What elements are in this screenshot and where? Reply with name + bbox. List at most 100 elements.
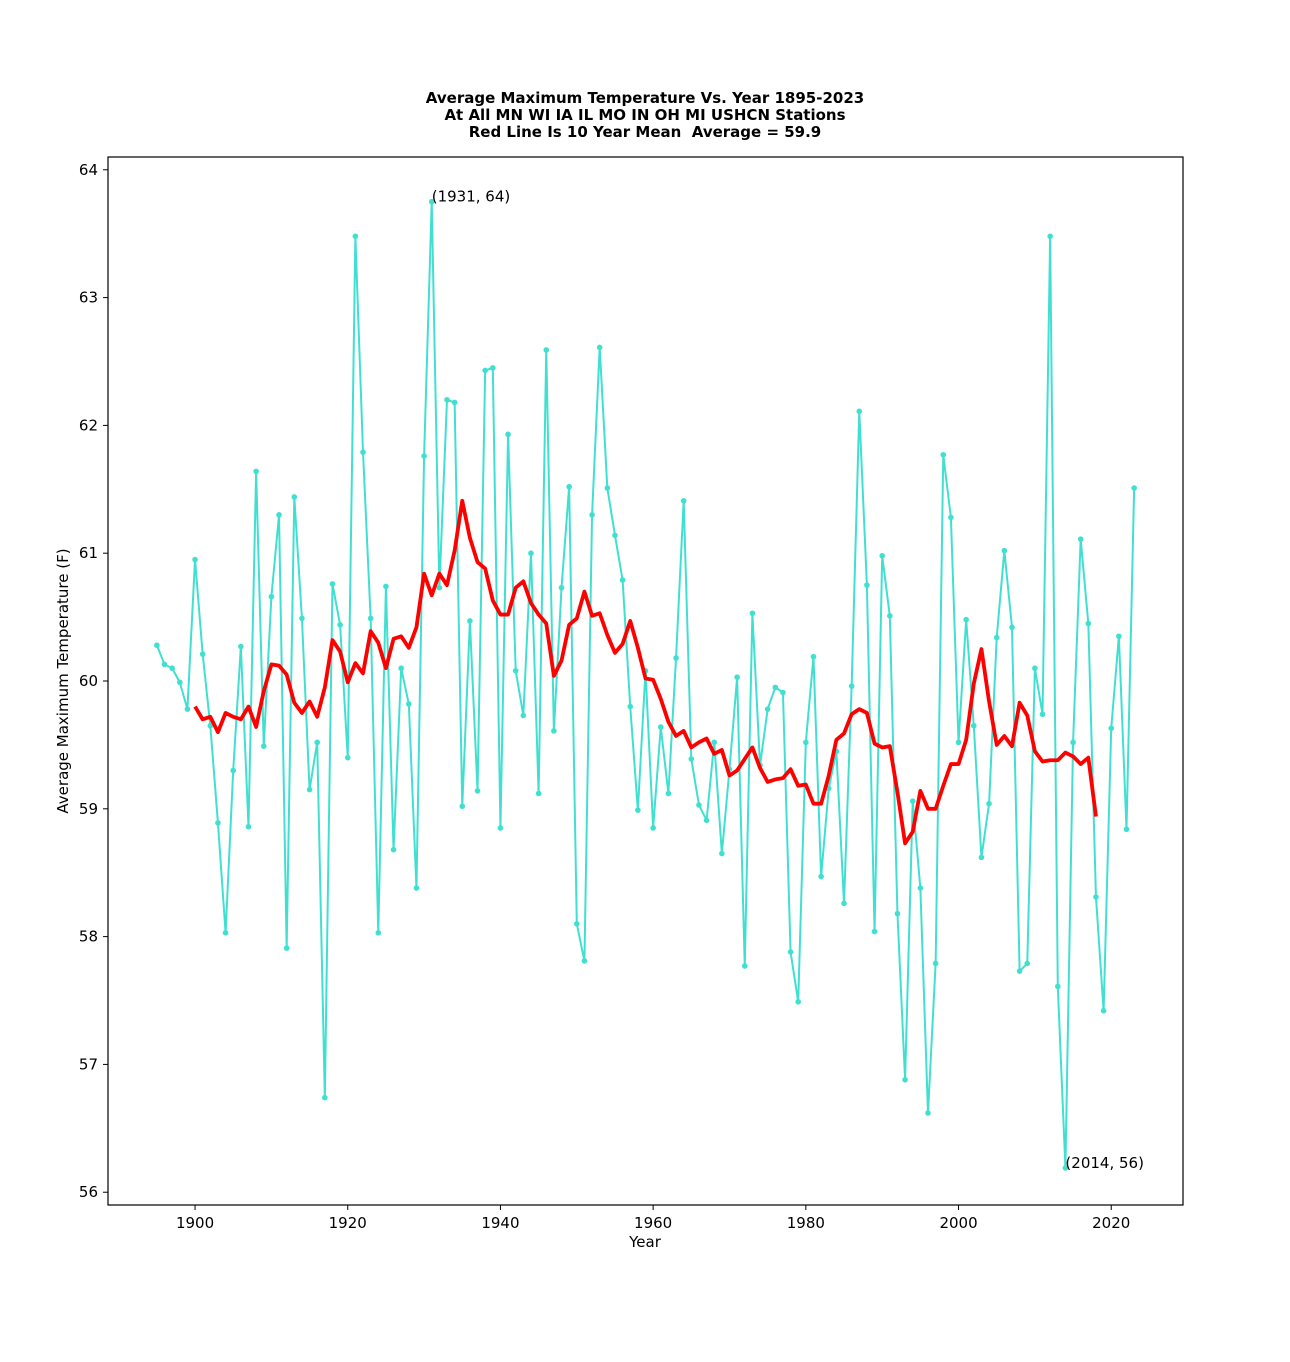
annual-point [1100, 1007, 1107, 1014]
y-tick-label: 59 [79, 800, 98, 818]
annotations: (1931, 64) (2014, 56) [432, 188, 1144, 1172]
annual-point [428, 198, 435, 205]
annual-point [459, 803, 466, 810]
annual-point [902, 1076, 908, 1083]
annual-point [932, 960, 939, 967]
annual-point [772, 684, 779, 691]
annual-point [665, 790, 672, 797]
x-tick-label: 1960 [634, 1214, 672, 1232]
annual-point [1131, 485, 1137, 491]
annual-point [1085, 620, 1092, 627]
annual-point [566, 483, 572, 490]
annual-point [238, 643, 244, 650]
annual-point [612, 532, 618, 539]
annual-point [573, 921, 580, 927]
annual-point [703, 817, 710, 824]
annual-point [673, 655, 679, 661]
annual-point [169, 665, 175, 672]
annual-point [795, 998, 801, 1005]
annual-point [940, 451, 947, 458]
mean-series [193, 498, 1098, 846]
annual-point [635, 807, 641, 813]
annual-point [512, 667, 519, 674]
annual-point [268, 593, 275, 600]
annual-point [306, 786, 313, 793]
annual-point [1054, 983, 1061, 990]
annual-point [955, 739, 962, 746]
x-tick-label: 1900 [176, 1214, 214, 1232]
chart-title: Average Maximum Temperature Vs. Year 189… [0, 90, 1290, 141]
annual-point [161, 661, 168, 668]
annual-point [787, 949, 794, 955]
annual-point [436, 584, 443, 591]
annual-point [154, 642, 160, 649]
annual-point [245, 823, 252, 830]
x-tick-label: 2000 [939, 1214, 977, 1232]
annual-series [154, 198, 1137, 1171]
x-tick-label: 2020 [1092, 1214, 1130, 1232]
title-line-2: At All MN WI IA IL MO IN OH MI USHCN Sta… [444, 106, 846, 124]
annual-point [520, 712, 527, 719]
annual-point [627, 703, 634, 710]
annual-point [1032, 665, 1038, 672]
annual-point [528, 550, 534, 556]
annual-point [856, 408, 863, 415]
annual-point [444, 397, 450, 403]
annual-point [1024, 960, 1031, 967]
annual-point [894, 910, 901, 917]
annual-point [535, 790, 542, 797]
annual-point [314, 739, 320, 746]
annual-point [619, 577, 626, 583]
annual-point [589, 512, 595, 518]
annual-point [864, 582, 870, 588]
annual-point [711, 739, 718, 746]
annual-point [581, 958, 588, 964]
annual-point [879, 552, 885, 559]
annual-point [260, 743, 267, 749]
annual-point [451, 399, 458, 406]
annual-point [1047, 233, 1053, 240]
annual-point [1070, 739, 1076, 746]
annual-point [604, 485, 611, 491]
annual-point [344, 754, 351, 761]
y-tick-label: 62 [79, 416, 98, 434]
x-axis-label: Year [628, 1233, 662, 1251]
x-tick-label: 1920 [329, 1214, 367, 1232]
annual-point [993, 634, 1000, 641]
annual-point [986, 800, 992, 807]
annual-point [176, 679, 183, 686]
annual-point [1001, 547, 1008, 554]
annual-point [421, 453, 427, 459]
annual-point [291, 494, 298, 500]
annual-point [543, 347, 550, 353]
annual-point [971, 722, 977, 729]
annual-point [749, 610, 756, 617]
annual-point [948, 514, 954, 521]
annual-point [360, 449, 366, 456]
annual-point [1108, 725, 1115, 732]
annual-point [848, 683, 855, 689]
annual-point [230, 767, 237, 774]
annual-point [596, 344, 603, 351]
x-tick-label: 1940 [481, 1214, 519, 1232]
annual-point [1093, 894, 1099, 900]
annotation-label: (1931, 64) [432, 188, 511, 206]
annual-point [253, 468, 259, 475]
annual-point [841, 900, 847, 907]
annual-point [1039, 711, 1046, 718]
annual-point [741, 963, 748, 969]
annual-point [650, 825, 656, 831]
annual-point [1123, 826, 1130, 833]
annual-point [283, 945, 290, 951]
annual-point [551, 728, 557, 734]
annual-point [184, 706, 191, 712]
annual-point [482, 367, 488, 374]
annual-point [497, 825, 504, 831]
y-tick-label: 58 [79, 928, 98, 946]
annual-point [505, 431, 511, 438]
annual-point [887, 613, 893, 619]
annual-point [917, 885, 924, 891]
x-tick-label: 1980 [787, 1214, 825, 1232]
x-axis: 1900 1920 1940 1960 1980 2000 2020 [176, 1205, 1130, 1232]
